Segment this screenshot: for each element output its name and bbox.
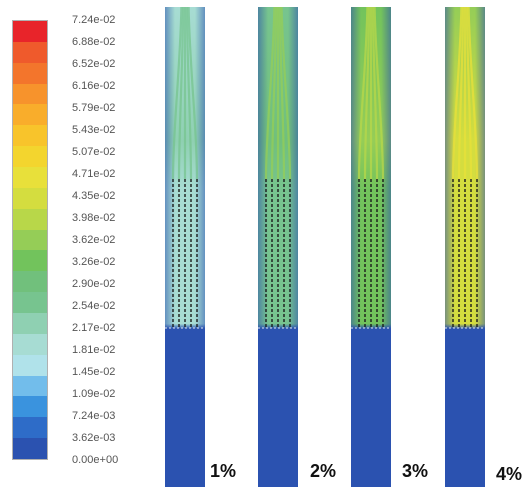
color-legend-ticks: 7.24e-02 6.88e-02 6.52e-02 6.16e-02 5.79e-02… [72, 0, 142, 491]
legend-band [13, 333, 47, 355]
plume-streak [465, 7, 473, 180]
legend-tick-label: 4.35e-02 [72, 190, 116, 202]
legend-tick-label: 4.71e-02 [72, 168, 116, 180]
plume-streak [270, 7, 278, 180]
legend-band [13, 83, 47, 105]
legend-band [13, 250, 47, 272]
legend-band [13, 292, 47, 314]
plume-streak [185, 7, 193, 180]
legend-band [13, 417, 47, 439]
legend-tick-label: 0.00e+00 [72, 454, 119, 466]
legend-band [13, 104, 47, 126]
contour-panel-4pct [445, 7, 485, 487]
contour-plot [445, 7, 485, 487]
legend-tick-label: 6.52e-02 [72, 58, 116, 70]
plume-streak [357, 7, 369, 180]
legend-band [13, 125, 47, 147]
contour-panel-3pct [351, 7, 391, 487]
plume-streak [187, 7, 199, 180]
legend-tick-label: 1.45e-02 [72, 366, 116, 378]
legend-band [13, 396, 47, 418]
legend-tick-label: 3.62e-03 [72, 432, 116, 444]
legend-tick-label: 5.43e-02 [72, 124, 116, 136]
legend-tick-label: 5.79e-02 [72, 102, 116, 114]
contour-panel-2pct [258, 7, 298, 487]
legend-band [13, 313, 47, 334]
legend-band [13, 21, 47, 42]
panel-label-4pct: 4% [496, 464, 523, 484]
plume-streak [371, 7, 379, 180]
panel-label-1pct: 1% [210, 461, 237, 481]
legend-tick-label: 1.09e-02 [72, 388, 116, 400]
legend-tick-label: 3.98e-02 [72, 212, 116, 224]
color-legend-bar [12, 20, 48, 460]
plume-streak [451, 7, 463, 180]
legend-tick-label: 5.07e-02 [72, 146, 116, 158]
plume-streak [363, 7, 371, 180]
legend-tick-label: 3.62e-02 [72, 234, 116, 246]
legend-band [13, 375, 47, 397]
legend-band [13, 41, 47, 63]
contour-plot [165, 7, 205, 487]
contour-panel-1pct [165, 7, 205, 487]
plume-streak [280, 7, 292, 180]
panel-label-3pct: 3% [402, 461, 429, 481]
plume-streak [264, 7, 276, 180]
legend-band [13, 354, 47, 376]
legend-band [13, 208, 47, 230]
contour-plot [351, 7, 391, 487]
panel-label-2pct: 2% [310, 461, 337, 481]
legend-band [13, 62, 47, 84]
plume-streak [171, 7, 183, 180]
legend-tick-label: 7.24e-03 [72, 410, 116, 422]
plume-streak [457, 7, 465, 180]
legend-band [13, 187, 47, 209]
legend-tick-label: 1.81e-02 [72, 344, 116, 356]
legend-tick-label: 7.24e-02 [72, 14, 116, 26]
legend-tick-label: 2.54e-02 [72, 300, 116, 312]
legend-band [13, 146, 47, 168]
legend-band [13, 438, 47, 460]
legend-tick-label: 6.16e-02 [72, 80, 116, 92]
legend-tick-label: 2.90e-02 [72, 278, 116, 290]
contour-plot [258, 7, 298, 487]
legend-tick-label: 3.26e-02 [72, 256, 116, 268]
plume-streak [467, 7, 479, 180]
legend-band [13, 271, 47, 293]
legend-band [13, 229, 47, 251]
legend-tick-label: 6.88e-02 [72, 36, 116, 48]
legend-tick-label: 2.17e-02 [72, 322, 116, 334]
plume-streak [373, 7, 385, 180]
plume-streak [177, 7, 185, 180]
plume-streak [278, 7, 286, 180]
legend-band [13, 167, 47, 188]
